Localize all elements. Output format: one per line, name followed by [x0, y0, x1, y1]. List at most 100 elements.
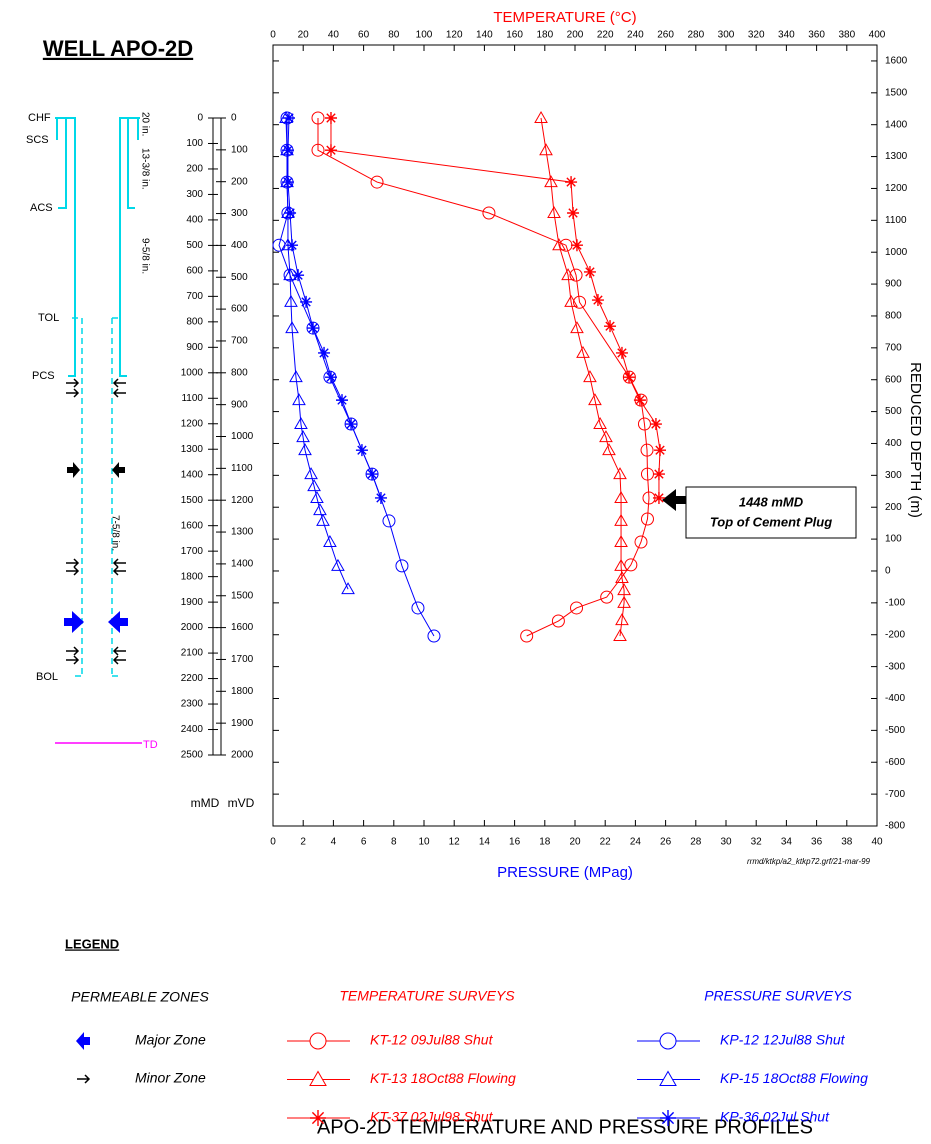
data-point: [583, 265, 596, 278]
top-tick-label: 240: [627, 30, 644, 41]
data-point: [561, 268, 575, 281]
md_axis-tick-label: 1700: [181, 546, 204, 557]
right-tick-label: 1300: [885, 151, 908, 162]
vd_axis-tick-label: 1200: [231, 495, 254, 506]
data-point: [569, 268, 583, 282]
bottom-tick-label: 12: [449, 837, 461, 848]
bottom-tick-label: 34: [781, 837, 793, 848]
right-tick-label: 1100: [885, 215, 907, 226]
md_axis-tick-label: 1000: [181, 367, 204, 378]
data-point: [284, 206, 297, 219]
data-point: [614, 490, 628, 503]
data-point: [615, 570, 629, 583]
md_axis-tick-label: 100: [186, 138, 203, 149]
data-point: [604, 320, 617, 333]
data-point: [311, 111, 325, 125]
data-point: [570, 321, 584, 334]
data-point: [654, 444, 667, 457]
data-point: [613, 467, 627, 480]
legend-label: KP-36 02Jul Shut: [720, 1109, 830, 1125]
data-point: [573, 295, 587, 309]
data-point: [652, 468, 665, 481]
data-point: [281, 144, 294, 157]
right-tick-label: -200: [885, 629, 905, 640]
data-point: [292, 269, 305, 282]
top-tick-label: 280: [687, 30, 704, 41]
legend-marker: [659, 1032, 677, 1050]
md_axis-tick-label: 600: [186, 266, 203, 277]
data-point: [286, 239, 299, 252]
legend-marker: [659, 1070, 677, 1086]
temperature-axis-title: TEMPERATURE (°C): [493, 9, 636, 26]
data-point: [576, 345, 590, 358]
legend-label: Major Zone: [135, 1032, 206, 1048]
profile-line: [330, 117, 661, 498]
data-point: [331, 558, 345, 571]
data-point: [294, 417, 308, 430]
data-point: [284, 294, 298, 307]
top-tick-label: 0: [270, 30, 276, 41]
well-schematic: CHF SCS ACS TOL PCS BOL TD 20 in. 13-3/8…: [26, 112, 158, 751]
data-point: [520, 629, 534, 643]
legend-heading: TEMPERATURE SURVEYS: [339, 988, 515, 1004]
data-point: [617, 583, 631, 596]
annotation: Top of Cement Plug: [710, 514, 832, 529]
data-point: [623, 371, 636, 384]
right-tick-label: -800: [885, 821, 905, 832]
right-tick-label: 500: [885, 406, 902, 417]
data-point: [336, 394, 349, 407]
data-point: [591, 294, 604, 307]
legend-major-arrow: [76, 1032, 90, 1050]
top-tick-label: 400: [869, 30, 886, 41]
major-zone-arrow: [64, 611, 128, 633]
data-point: [552, 238, 566, 251]
data-point: [310, 490, 324, 503]
bottom-tick-label: 20: [569, 837, 581, 848]
vd_axis-tick-label: 500: [231, 272, 248, 283]
data-point: [640, 512, 654, 526]
td-label: TD: [143, 739, 158, 751]
casing-label: ACS: [30, 202, 53, 214]
data-point: [341, 582, 355, 595]
vd_axis-tick-label: 400: [231, 240, 248, 251]
data-point: [374, 491, 387, 504]
caption: APO-2D TEMPERATURE AND PRESSURE PROFILES: [317, 1116, 813, 1138]
data-point: [311, 143, 325, 157]
annotation-arrow: [662, 489, 686, 511]
minor-zone-arrows: [66, 378, 126, 665]
md_axis-tick-label: 1300: [181, 444, 204, 455]
right-tick-label: -600: [885, 757, 905, 768]
top-tick-label: 200: [567, 30, 584, 41]
data-point: [564, 294, 578, 307]
top-tick-label: 40: [328, 30, 340, 41]
top-tick-label: 320: [748, 30, 765, 41]
top-tick-label: 120: [446, 30, 463, 41]
data-point: [324, 144, 337, 157]
bottom-tick-label: 16: [509, 837, 521, 848]
casing-right: [119, 117, 140, 377]
depth-axis-title: REDUCED DEPTH (m): [907, 362, 924, 518]
bottom-tick-label: 4: [331, 837, 337, 848]
md_axis-tick-label: 1800: [181, 571, 204, 582]
vd_axis-tick-label: 1800: [231, 686, 254, 697]
right-tick-label: 1000: [885, 247, 908, 258]
md_axis-tick-label: 2000: [181, 622, 204, 633]
top-tick-label: 60: [358, 30, 370, 41]
top-tick-label: 360: [808, 30, 825, 41]
data-point: [624, 558, 638, 572]
md_axis-tick-label: 800: [186, 316, 203, 327]
pressure-axis-title: PRESSURE (MPag): [497, 864, 633, 881]
legend-marker: [310, 1110, 326, 1126]
right-tick-label: 700: [885, 342, 902, 353]
data-point: [614, 534, 628, 547]
data-point: [602, 443, 616, 456]
data-point: [551, 614, 565, 628]
right-tick-label: -700: [885, 789, 905, 800]
vd_axis-tick-label: 1100: [231, 463, 253, 474]
data-point: [583, 370, 597, 383]
top-tick-label: 80: [388, 30, 400, 41]
right-tick-label: 1500: [885, 87, 908, 98]
data-point: [615, 346, 628, 359]
annotation-box: [685, 486, 857, 539]
